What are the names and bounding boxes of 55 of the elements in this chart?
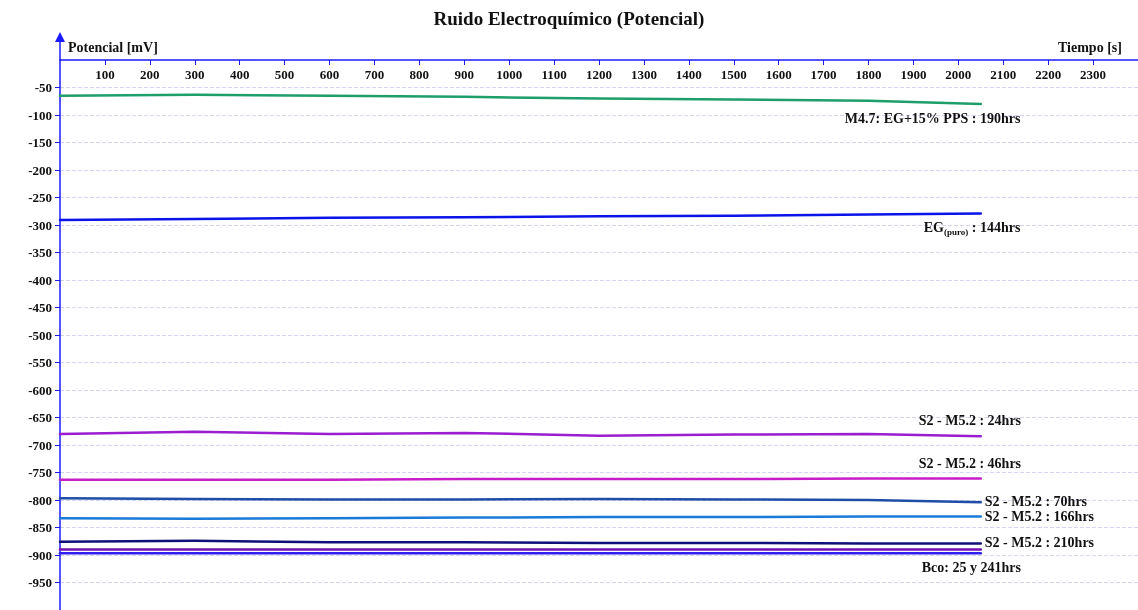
- y-tick-label: -800: [28, 492, 52, 508]
- y-axis-title: Potencial [mV]: [68, 39, 158, 55]
- y-tick-label: -450: [28, 300, 52, 315]
- x-tick-label: 1200: [586, 67, 612, 82]
- series-label: Bco: 25 y 241hrs: [921, 560, 1021, 577]
- x-tick-label: 200: [140, 67, 160, 82]
- x-tick-label: 900: [454, 67, 474, 82]
- x-tick-label: 1700: [810, 67, 837, 82]
- y-tick-label: -650: [28, 410, 52, 425]
- x-tick-label: 500: [274, 67, 295, 82]
- y-tick-label: -400: [28, 272, 52, 288]
- x-tick-label: 2100: [990, 67, 1017, 82]
- x-tick-label: 400: [229, 67, 250, 82]
- x-tick-label: 2300: [1080, 67, 1107, 82]
- x-tick-label: 1300: [630, 67, 657, 82]
- x-tick-label: 300: [185, 67, 205, 82]
- y-tick-label: -100: [28, 107, 52, 123]
- y-tick-label: -50: [34, 80, 52, 95]
- x-tick-label: 2000: [945, 67, 972, 82]
- y-tick-label: -700: [28, 437, 52, 453]
- series-label: EG$_{(puro)}$ : 144hrs: [923, 220, 1021, 238]
- y-tick-label: -750: [28, 465, 52, 480]
- x-tick-label: 1100: [541, 67, 567, 82]
- y-tick-label: -850: [28, 520, 52, 535]
- y-tick-label: -900: [28, 547, 52, 563]
- y-tick-label: -250: [28, 190, 52, 205]
- line-series: [58, 212, 983, 222]
- y-tick-label: -550: [28, 355, 52, 370]
- series-label: S2 - M5.2 : 46hrs: [918, 455, 1022, 472]
- line-series: [58, 93, 983, 106]
- series-label: S2 - M5.2 : 70hrs: [984, 494, 1088, 511]
- y-tick-label: -200: [28, 162, 52, 178]
- x-tick-label: 600: [319, 67, 340, 82]
- x-tick-label: 2200: [1035, 67, 1062, 82]
- x-tick-label: 1600: [765, 67, 792, 82]
- y-tick-label: -150: [28, 135, 52, 150]
- x-axis-title: Tiempo [s]: [1058, 39, 1122, 55]
- series-label: S2 - M5.2 : 166hrs: [984, 508, 1095, 525]
- x-tick-label: 800: [409, 67, 430, 82]
- x-tick-label: 1900: [900, 67, 927, 82]
- series-label: S2 - M5.2 : 210hrs: [984, 535, 1095, 552]
- chart-title: Ruido Electroquímico (Potencial): [433, 8, 705, 30]
- x-tick-label: 1500: [720, 67, 747, 82]
- series-label: S2 - M5.2 : 24hrs: [918, 413, 1022, 430]
- y-tick-label: -600: [28, 382, 52, 398]
- y-tick-label: -950: [28, 575, 52, 590]
- y-tick-label: -500: [28, 327, 52, 343]
- x-tick-label: 1400: [675, 67, 702, 82]
- series-label: M4.7: EG+15% PPS : 190hrs: [844, 111, 1021, 127]
- x-tick-label: 100: [95, 67, 115, 82]
- y-tick-label: -350: [28, 245, 52, 260]
- x-tick-label: 1000: [496, 67, 523, 82]
- x-tick-label: 700: [364, 67, 385, 82]
- y-tick-label: -300: [28, 217, 52, 233]
- x-tick-label: 1800: [855, 67, 882, 82]
